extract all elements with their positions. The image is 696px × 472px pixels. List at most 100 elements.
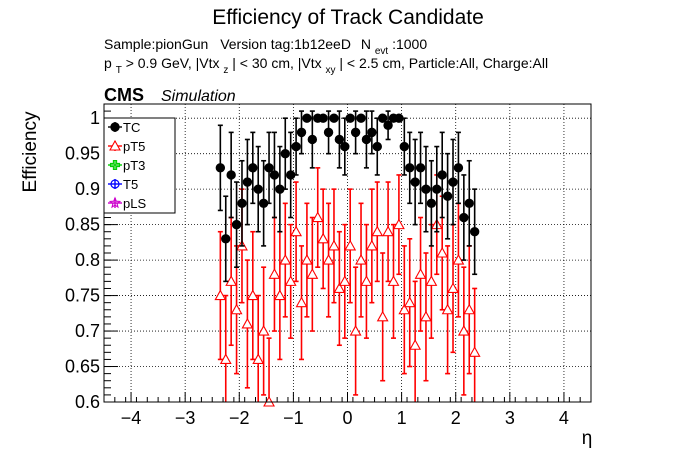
- data-point: [273, 289, 286, 301]
- data-point: [300, 253, 313, 265]
- legend-entry-T5: T5: [108, 177, 138, 192]
- data-point: [414, 268, 427, 279]
- y-tick-label: 0.9: [75, 179, 100, 199]
- data-point: [344, 239, 357, 251]
- data-point: [334, 134, 345, 145]
- data-point: [426, 198, 437, 209]
- x-axis-label: η: [582, 428, 593, 449]
- data-point: [372, 141, 382, 152]
- legend: TC pT5 pT3 T5 pLS: [103, 117, 176, 214]
- x-tick-label: −3: [175, 408, 196, 428]
- data-point: [355, 253, 367, 265]
- legend-label: pT5: [123, 139, 145, 154]
- data-point: [237, 198, 247, 209]
- data-point: [284, 275, 297, 286]
- data-point: [403, 296, 416, 308]
- data-point: [371, 225, 384, 237]
- subtitle-nevt-sub: evt: [375, 46, 389, 57]
- data-point: [349, 324, 362, 336]
- data-point: [437, 170, 447, 180]
- chart-title: Efficiency of Track Candidate: [212, 6, 484, 29]
- data-point: [253, 184, 263, 194]
- subtitle-b-sub: xy: [326, 65, 336, 76]
- data-point: [268, 268, 281, 279]
- series-TC: [215, 110, 480, 283]
- data-point: [468, 346, 481, 357]
- y-tick-label: 0.95: [65, 144, 100, 164]
- subtitle-b: | < 30 cm, |Vtx: [232, 55, 321, 71]
- data-point: [306, 268, 319, 279]
- data-point: [318, 113, 328, 123]
- data-point: [383, 120, 393, 130]
- data-point: [405, 163, 415, 173]
- data-point: [269, 170, 280, 180]
- data-point: [442, 191, 453, 201]
- data-point: [231, 219, 242, 230]
- data-point: [323, 127, 334, 138]
- data-point: [410, 177, 420, 187]
- data-point: [225, 275, 238, 286]
- y-tick-label: 0.85: [65, 215, 100, 235]
- data-point: [311, 211, 324, 223]
- data-point: [221, 234, 231, 244]
- data-point: [307, 134, 318, 145]
- data-point: [464, 198, 474, 209]
- cms-label: CMS: [104, 85, 144, 105]
- data-point: [279, 253, 292, 265]
- subtitle-nevt-label: N: [361, 36, 371, 52]
- legend-label: TC: [123, 120, 140, 135]
- y-tick-label: 0.7: [75, 321, 100, 341]
- data-point: [415, 163, 426, 173]
- axis-layer: −4 −3 −2 −1 0 1 2 3 4 0.6 0.65 0.7 0.75 0.8 0.85 0.9 0.9…: [65, 103, 592, 428]
- data-point: [469, 227, 480, 237]
- data-point: [242, 177, 253, 187]
- data-point: [214, 289, 227, 301]
- data-point: [432, 184, 442, 194]
- data-point: [219, 353, 232, 364]
- x-tick-label: −1: [283, 408, 304, 428]
- data-point: [365, 239, 378, 251]
- data-point: [350, 127, 361, 138]
- data-point: [328, 239, 340, 251]
- legend-entry-pLS: pLS: [108, 196, 146, 211]
- subtitle-nevt-value: :1000: [392, 36, 427, 52]
- data-point: [317, 232, 330, 244]
- data-point: [420, 310, 432, 322]
- data-point: [295, 296, 308, 308]
- legend-marker: [110, 122, 120, 132]
- y-tick-label: 0.65: [65, 357, 100, 377]
- data-point: [409, 339, 422, 350]
- data-point: [441, 303, 454, 315]
- data-point: [252, 353, 265, 364]
- legend-marker: [110, 179, 120, 189]
- data-point: [302, 113, 312, 123]
- data-point: [338, 275, 351, 286]
- data-point: [436, 246, 449, 258]
- data-point: [248, 163, 258, 173]
- data-point: [226, 170, 236, 180]
- subtitle-line1: Sample:pionGun Version tag:1b12eeD N evt…: [104, 36, 427, 57]
- data-point: [421, 184, 431, 194]
- data-point: [448, 177, 458, 187]
- data-point: [367, 127, 377, 138]
- data-point: [392, 218, 405, 230]
- subtitle-p: p: [104, 55, 112, 71]
- legend-entry-pT3: pT3: [108, 158, 145, 173]
- x-tick-label: 0: [342, 408, 352, 428]
- legend-entry-TC: TC: [108, 120, 140, 135]
- data-point: [264, 163, 274, 173]
- y-tick-label: 1: [90, 108, 100, 128]
- x-tick-label: −2: [229, 408, 250, 428]
- data-point: [361, 134, 372, 145]
- legend-marker: [109, 159, 121, 171]
- data-point: [447, 282, 459, 294]
- data-point: [382, 225, 395, 237]
- data-point: [387, 275, 400, 286]
- data-point: [246, 289, 259, 301]
- data-point: [425, 275, 438, 286]
- x-tick-label: −4: [121, 408, 142, 428]
- subtitle-a-sub: z: [223, 65, 228, 76]
- legend-entry-pT5: pT5: [108, 139, 145, 154]
- data-point: [360, 275, 373, 286]
